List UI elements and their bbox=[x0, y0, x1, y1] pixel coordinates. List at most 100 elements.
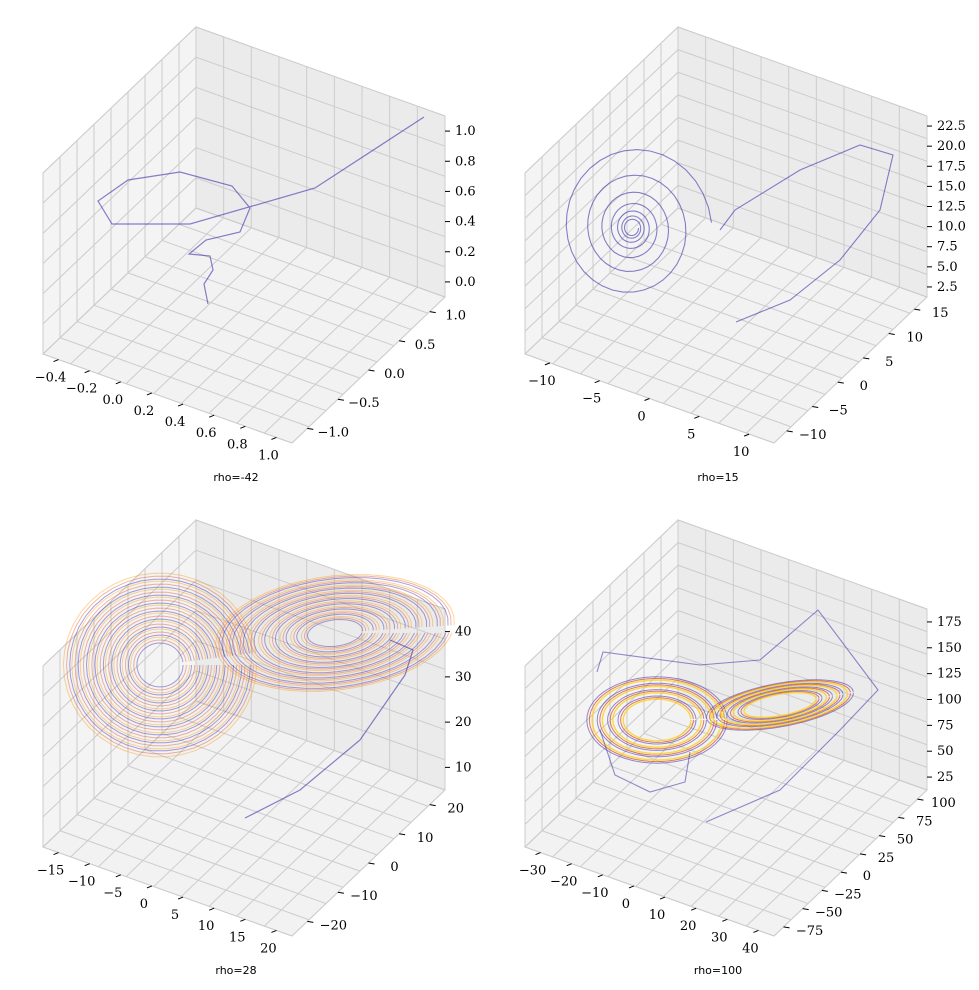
panel-rho-100-x-tick-label: 30 bbox=[711, 930, 728, 945]
attractor-left-loop bbox=[102, 610, 218, 720]
trajectory-tail bbox=[244, 639, 414, 819]
panel-rho-neg42-x-tick-label: 0.6 bbox=[196, 426, 217, 441]
panel-rho-100-x-tick-label: −10 bbox=[581, 886, 608, 901]
panel-rho-neg42-y-tick-mark bbox=[368, 369, 375, 372]
attractor-left-loop bbox=[612, 692, 702, 748]
panel-rho-28-x-tick-label: 10 bbox=[198, 919, 215, 934]
panel-rho-100-x-tick-mark bbox=[535, 852, 541, 856]
panel-rho-100-y-tick-mark bbox=[783, 926, 790, 929]
attractor-right-loop bbox=[253, 592, 417, 674]
attractor-right-loop bbox=[743, 692, 817, 718]
panel-rho-neg42: −0.4−0.2 0.0 0.2 0.4 0.6 0.8 1.0 −1.0 −0.5 0.0 0.5… bbox=[35, 25, 476, 484]
attractor-left-loop bbox=[596, 682, 718, 758]
panel-rho-28-caption: rho=28 bbox=[215, 964, 256, 977]
attractor-left-loop bbox=[66, 575, 254, 755]
trajectory-line bbox=[97, 116, 425, 305]
panel-rho-neg42-y-tick-mark bbox=[337, 398, 344, 401]
attractor-right-loop bbox=[282, 606, 388, 659]
panel-rho-neg42-x-tick-mark bbox=[209, 414, 215, 418]
attractor-right-loop bbox=[304, 617, 366, 649]
panel-rho-15-y-tick-label: 5 bbox=[885, 355, 893, 370]
panel-rho-100-x-tick-label: 40 bbox=[742, 941, 759, 956]
panel-rho-neg42-y-tick-mark bbox=[307, 427, 314, 430]
panel-rho-100-y-tick-mark bbox=[859, 853, 867, 856]
panel-rho-100-y-tick-mark bbox=[917, 798, 924, 801]
attractor-right-loop bbox=[242, 587, 428, 679]
attractor-right-loop bbox=[719, 683, 841, 727]
panel-rho-neg42-z-tick-label: 0.8 bbox=[455, 154, 476, 169]
panel-rho-15-z-tick-label: 10.0 bbox=[937, 220, 966, 235]
panel-rho-15-x-tick-mark bbox=[743, 433, 750, 437]
panel-rho-15-z-tick-label: 12.5 bbox=[937, 200, 966, 215]
trajectory-tail bbox=[719, 144, 894, 323]
panel-rho-28-x-tick-mark bbox=[240, 918, 246, 922]
panel-rho-neg42-y-tick-label: 0.0 bbox=[384, 367, 405, 382]
panel-rho-15-z-tick-label: 2.5 bbox=[937, 280, 958, 295]
panel-rho-100-x-tick-mark bbox=[597, 874, 603, 878]
attractor-right-loop bbox=[737, 690, 823, 720]
panel-rho-100-y-tick-mark bbox=[802, 908, 809, 911]
attractor-right-loop bbox=[722, 684, 838, 726]
panel-rho-15-x-tick-mark bbox=[594, 380, 600, 384]
attractor-right-loop bbox=[716, 682, 844, 728]
attractor-left-loop bbox=[79, 588, 241, 742]
attractor-left-loop bbox=[69, 578, 251, 752]
attractor-left-loop bbox=[586, 676, 728, 764]
panel-rho-100-x-tick-mark bbox=[566, 863, 572, 867]
panel-rho-15-y-tick-label: −10 bbox=[799, 428, 826, 443]
panel-rho-neg42-y-tick-mark bbox=[399, 340, 406, 343]
panel-rho-100-z-tick-label: 25 bbox=[937, 770, 954, 785]
panel-rho-neg42-y-tick-label: −1.0 bbox=[318, 425, 350, 440]
attractor-left-loop bbox=[94, 602, 226, 728]
panel-rho-neg42-y-tick-label: 0.5 bbox=[415, 338, 436, 353]
attractor-left-loop bbox=[130, 636, 190, 694]
attractor-right-loop bbox=[726, 686, 833, 724]
panel-rho-15-x-tick-label: −10 bbox=[528, 374, 555, 389]
panel-rho-28-x-tick-mark bbox=[53, 852, 59, 856]
panel-rho-neg42-x-tick-label: 0.4 bbox=[165, 415, 186, 430]
attractor-left-loop bbox=[119, 626, 201, 704]
trajectory-spiral bbox=[565, 149, 713, 293]
panel-rho-neg42-x-tick-mark bbox=[177, 403, 184, 407]
attractor-right-loop bbox=[274, 603, 395, 663]
panel-rho-28-y-tick-label: 0 bbox=[390, 860, 398, 875]
panel-rho-15-y-tick-mark bbox=[786, 430, 793, 433]
panel-rho-15-caption: rho=15 bbox=[697, 471, 738, 484]
attractor-left-loop bbox=[96, 604, 224, 726]
attractor-right-loop bbox=[264, 598, 406, 668]
attractor-right-loop bbox=[232, 582, 438, 684]
attractor-left-loop bbox=[104, 612, 216, 718]
panel-rho-100-y-tick-label: 50 bbox=[897, 833, 914, 848]
panel-rho-28-x-tick-label: 15 bbox=[229, 930, 246, 945]
panel-rho-100-x-tick-label: 0 bbox=[622, 897, 630, 912]
attractor-left-loop bbox=[588, 677, 726, 763]
attractor-left-loop bbox=[82, 591, 238, 739]
panel-rho-100-z-tick-label: 50 bbox=[937, 744, 954, 759]
attractor-right-loop bbox=[229, 580, 441, 686]
panel-rho-28-y-tick-mark bbox=[337, 891, 344, 894]
panel-rho-100-x-tick-mark bbox=[753, 929, 759, 933]
panel-rho-neg42-x-tick-label: −0.4 bbox=[35, 371, 67, 386]
panel-rho-neg42-x-tick-label: 1.0 bbox=[258, 448, 279, 463]
attractor-left-loop bbox=[124, 631, 196, 699]
panel-rho-15-z-tick-label: 5.0 bbox=[937, 260, 958, 275]
attractor-left-loop bbox=[620, 697, 694, 743]
panel-rho-neg42-caption: rho=-42 bbox=[213, 471, 258, 484]
attractor-right-loop bbox=[221, 577, 449, 689]
panel-rho-15-y-tick-label: 10 bbox=[906, 331, 923, 346]
panel-rho-neg42-z-tick-label: 0.6 bbox=[455, 184, 476, 199]
panel-rho-28-x-tick-mark bbox=[146, 885, 153, 889]
attractor-left-loop bbox=[85, 594, 234, 736]
panel-rho-15-y-tick-mark bbox=[914, 308, 921, 311]
panel-rho-100-x-tick-label: 10 bbox=[649, 908, 666, 923]
panel-rho-neg42-x-tick-mark bbox=[84, 370, 90, 374]
attractor-left-loop bbox=[74, 583, 246, 747]
panel-rho-100-y-tick-mark bbox=[840, 871, 848, 874]
attractor-left-loop bbox=[99, 607, 221, 723]
panel-rho-neg42-x-tick-mark bbox=[240, 425, 246, 429]
panel-rho-15-z-tick-label: 7.5 bbox=[937, 240, 958, 255]
panel-rho-28-x-tick-label: 20 bbox=[260, 941, 277, 956]
panel-rho-28-x-tick-mark bbox=[209, 907, 215, 911]
panel-rho-15-x-tick-label: 5 bbox=[687, 427, 695, 442]
panel-rho-28-x-tick-mark bbox=[84, 863, 90, 867]
